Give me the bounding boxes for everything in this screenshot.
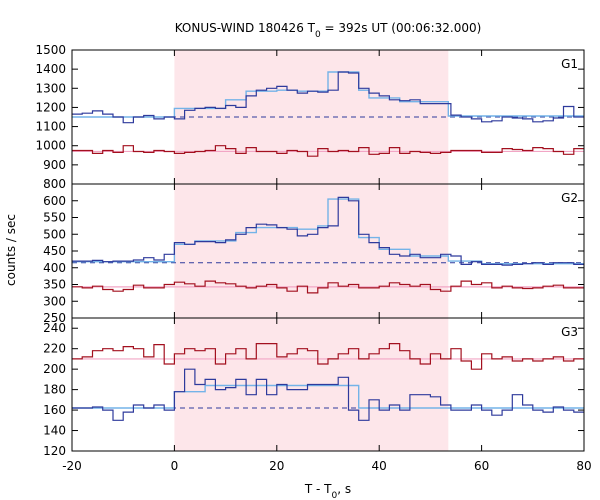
- g1-y-tick-label: 1100: [35, 120, 66, 134]
- g1-lower-histogram: [72, 145, 584, 157]
- g3-upper-histogram: [72, 343, 584, 370]
- g2-y-tick-label: 500: [43, 227, 66, 241]
- g2-y-tick-label: 450: [43, 244, 66, 258]
- g2-upper-histogram: [72, 196, 584, 266]
- g2-y-tick-label: 300: [43, 294, 66, 308]
- panel-label-g1: G1: [561, 57, 578, 71]
- highlight-interval: [174, 50, 449, 451]
- g3-lower-histogram: [72, 368, 584, 421]
- x-tick-label: 40: [372, 459, 387, 473]
- x-axis-title-text: T - T: [304, 482, 332, 496]
- g3-y-tick-label: 160: [43, 403, 66, 417]
- x-tick-label: 80: [576, 459, 591, 473]
- panel-label-g3: G3: [561, 325, 578, 339]
- x-tick-label: -20: [62, 459, 82, 473]
- panel-g1: 800 900 1000 1100 1200 1300 1400 1500 G1: [35, 43, 585, 191]
- g3-frame: [71, 317, 585, 452]
- g2-y-tick-label: 400: [43, 261, 66, 275]
- chart-title-rest: = 392s UT (00:06:32.000): [321, 21, 482, 35]
- x-tick-label: 20: [269, 459, 284, 473]
- chart-title-text: KONUS-WIND 180426 T: [175, 21, 316, 35]
- g3-y-tick-label: 140: [43, 424, 66, 438]
- g3-y-tick-label: 240: [43, 321, 66, 335]
- g3-y-tick-label: 220: [43, 342, 66, 356]
- g3-y-tick-label: 120: [43, 444, 66, 458]
- g1-y-tick-label: 1000: [35, 139, 66, 153]
- g1-y-tick-label: 800: [43, 177, 66, 191]
- g1-y-tick-label: 1500: [35, 43, 66, 57]
- panels-layer: 800900100011001200130014001500G125030035…: [35, 43, 591, 473]
- g2-y-tick-label: 250: [43, 311, 66, 325]
- y-axis-title: counts / sec: [4, 214, 18, 286]
- g1-y-tick-label: 1400: [35, 62, 66, 76]
- chart-title: KONUS-WIND 180426 T0 = 392s UT (00:06:32…: [175, 21, 482, 40]
- g1-y-tick-label: 1200: [35, 100, 66, 114]
- g2-y-tick-label: 550: [43, 211, 66, 225]
- x-tick-label: 60: [474, 459, 489, 473]
- g2-y-tick-label: 600: [43, 194, 66, 208]
- panel-g3: 120 140 160 180 200 220 240 G3: [43, 317, 585, 458]
- x-axis-title-rest: , s: [337, 482, 351, 496]
- g1-y-tick-label: 1300: [35, 81, 66, 95]
- g2-y-tick-label: 350: [43, 278, 66, 292]
- panel-label-g2: G2: [561, 191, 578, 205]
- x-tick-label: 0: [171, 459, 179, 473]
- x-axis-title: T - T0, s: [304, 482, 351, 500]
- g3-y-tick-label: 200: [43, 362, 66, 376]
- x-axis-title-sub: 0: [332, 491, 338, 500]
- g2-model-curve: [72, 198, 584, 265]
- g1-y-tick-label: 900: [43, 158, 66, 172]
- chart-title-sub: 0: [315, 30, 321, 40]
- g1-upper-histogram: [72, 71, 584, 124]
- g3-y-tick-label: 180: [43, 383, 66, 397]
- panel-g2: 250 300 350 400 450 500 550 600 G2: [43, 183, 585, 325]
- g2-lower-histogram: [72, 280, 584, 294]
